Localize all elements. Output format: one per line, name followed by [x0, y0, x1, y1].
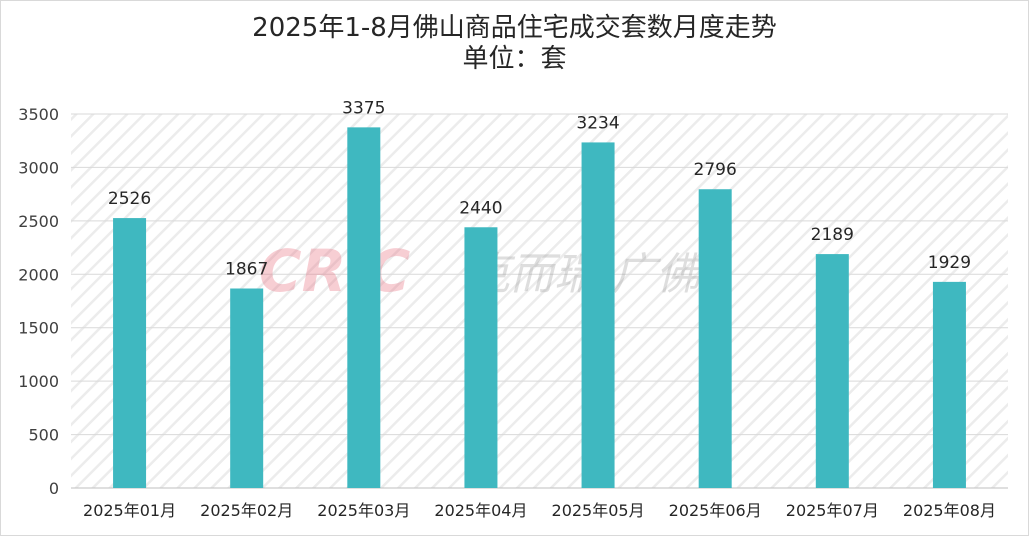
x-tick-label: 2025年03月 — [317, 501, 410, 520]
x-tick-label: 2025年04月 — [434, 501, 527, 520]
y-tick-label: 500 — [28, 426, 59, 445]
chart-title: 2025年1-8月佛山商品住宅成交套数月度走势 — [252, 13, 777, 43]
data-label: 1929 — [928, 253, 971, 273]
y-axis-ticks: 0 500 1000 1500 2000 2500 3000 3500 — [18, 105, 59, 498]
data-label: 2189 — [811, 225, 854, 245]
data-labels: 2526 1867 3375 2440 3234 2796 2189 1929 — [108, 98, 971, 279]
data-label: 2796 — [694, 160, 737, 180]
x-tick-label: 2025年07月 — [786, 501, 879, 520]
data-label: 2526 — [108, 189, 151, 209]
bar — [932, 281, 966, 488]
x-axis-ticks: 2025年01月 2025年02月 2025年03月 2025年04月 2025年05月… — [83, 501, 996, 520]
data-label: 3234 — [576, 113, 619, 133]
bar — [581, 142, 615, 488]
watermark-latin: CRIC — [259, 237, 410, 305]
chart-title-block: 2025年1-8月佛山商品住宅成交套数月度走势 单位：套 — [1, 13, 1028, 75]
bar — [347, 127, 381, 488]
y-tick-label: 3000 — [18, 158, 59, 177]
bar — [698, 189, 732, 489]
x-tick-label: 2025年06月 — [669, 501, 762, 520]
y-tick-label: 3500 — [18, 105, 59, 124]
x-tick-label: 2025年05月 — [552, 501, 645, 520]
chart-subtitle: 单位：套 — [462, 44, 567, 74]
data-label: 2440 — [459, 198, 502, 218]
y-tick-label: 0 — [49, 479, 59, 498]
x-tick-label: 2025年01月 — [83, 501, 176, 520]
plot-area — [71, 114, 1008, 488]
bar — [464, 227, 498, 489]
data-label: 1867 — [225, 259, 268, 279]
x-tick-label: 2025年02月 — [200, 501, 293, 520]
x-tick-label: 2025年08月 — [903, 501, 996, 520]
y-tick-label: 1500 — [18, 319, 59, 338]
y-tick-label: 1000 — [18, 372, 59, 391]
bar — [113, 218, 147, 488]
bars — [113, 127, 966, 489]
bar — [815, 254, 849, 488]
bar — [230, 288, 264, 488]
data-label: 3375 — [342, 98, 385, 118]
y-tick-label: 2000 — [18, 265, 59, 284]
gridlines — [71, 113, 1008, 489]
y-tick-label: 2500 — [18, 212, 59, 231]
